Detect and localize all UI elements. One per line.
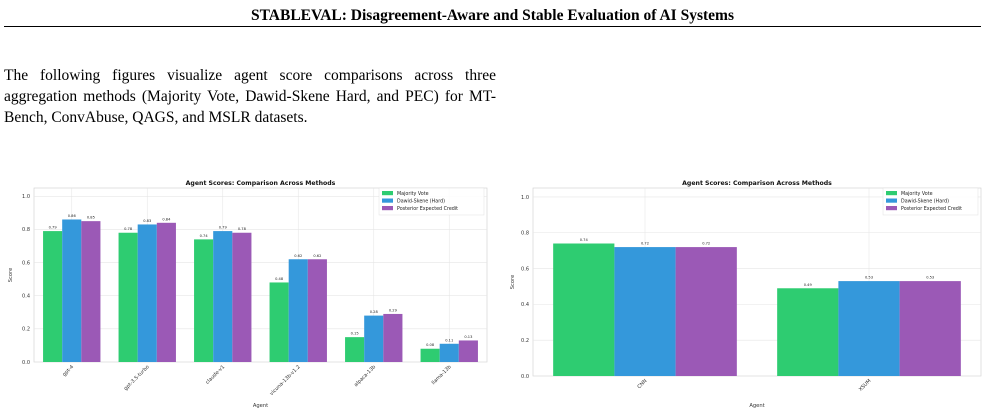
bar-pec <box>232 232 252 362</box>
legend-label: Posterior Expected Credit <box>901 206 962 212</box>
bar-value-label: 0.72 <box>641 242 649 246</box>
legend-label: Majority Vote <box>397 191 429 197</box>
plot-area <box>33 187 488 363</box>
legend-label: Dawid-Skene (Hard) <box>397 198 445 204</box>
bar-pec <box>675 247 737 376</box>
bar-value-label: 0.78 <box>124 227 133 231</box>
bar-pec <box>899 281 961 376</box>
bar-pec <box>156 222 176 362</box>
bar-value-label: 0.13 <box>464 335 472 339</box>
y-tick-label: 1.0 <box>521 195 529 201</box>
legend-swatch <box>886 191 897 196</box>
bar-majority-vote <box>420 348 440 362</box>
legend-swatch <box>886 198 897 203</box>
bar-value-label: 0.53 <box>865 276 873 280</box>
bar-dawid-skene <box>137 224 157 362</box>
y-tick-label: 0.2 <box>521 338 529 344</box>
y-tick-label: 1.0 <box>22 194 30 200</box>
bar-value-label: 0.79 <box>49 226 58 230</box>
bar-majority-vote <box>345 337 365 362</box>
y-tick-label: 0.4 <box>521 302 529 308</box>
bar-pec <box>81 221 101 362</box>
bar-majority-vote <box>43 231 63 362</box>
bar-majority-vote <box>777 288 839 376</box>
bar-value-label: 0.08 <box>426 343 435 347</box>
page-header: STABLEVAL: Disagreement-Aware and Stable… <box>0 0 985 30</box>
bar-dawid-skene <box>838 281 900 376</box>
bar-dawid-skene <box>364 315 384 362</box>
x-axis-label: Agent <box>253 403 268 409</box>
y-tick-label: 0.0 <box>22 360 30 366</box>
y-tick-label: 0.0 <box>521 374 529 380</box>
chart-right: 0.0 0.2 0.4 0.6 0.8 1.0 CNN XSUM 0.74 0.49 0.72 0.5… <box>510 180 982 409</box>
bar-value-label: 0.62 <box>294 254 302 258</box>
x-axis-label: Agent <box>749 403 764 409</box>
x-tick-label: gpt-4 <box>62 364 76 378</box>
y-tick-label: 0.6 <box>22 260 30 266</box>
y-tick-label: 0.8 <box>22 227 30 233</box>
bar-dawid-skene <box>62 219 82 362</box>
x-tick-label: gpt-3.5-turbo <box>123 364 151 392</box>
figure-left: 0.0 0.2 0.4 0.6 0.8 1.0 gpt-4 gpt-3.5-turbo clau… <box>0 174 490 412</box>
legend-label: Dawid-Skene (Hard) <box>901 198 949 204</box>
bar-value-label: 0.48 <box>275 277 284 281</box>
bar-value-label: 0.15 <box>351 332 359 336</box>
bar-pec <box>383 313 403 362</box>
x-tick-label: alpaca-13b <box>353 364 377 388</box>
x-tick-label: llama-13b <box>431 364 453 386</box>
bar-value-label: 0.72 <box>702 242 710 246</box>
legend-swatch <box>886 206 897 211</box>
x-tick-label: CNN <box>636 378 648 390</box>
bar-dawid-skene <box>288 259 308 362</box>
bar-dawid-skene <box>439 343 459 362</box>
legend-box <box>378 187 485 216</box>
intro-paragraph: The following figures visualize agent sc… <box>4 67 496 126</box>
bar-pec <box>458 340 478 362</box>
bar-value-label: 0.62 <box>313 254 321 258</box>
legend-swatch <box>382 206 393 211</box>
chart-title: Agent Scores: Comparison Across Methods <box>186 180 336 187</box>
bar-value-label: 0.84 <box>162 217 171 221</box>
chart-left: 0.0 0.2 0.4 0.6 0.8 1.0 gpt-4 gpt-3.5-turbo clau… <box>8 180 488 409</box>
bar-dawid-skene <box>614 247 676 376</box>
y-tick-label: 0.2 <box>22 327 30 333</box>
bar-value-label: 0.29 <box>389 308 398 312</box>
bar-majority-vote <box>553 243 615 376</box>
y-tick-label: 0.8 <box>521 231 529 237</box>
paper-title: STABLEVAL: Disagreement-Aware and Stable… <box>251 7 734 24</box>
bar-value-label: 0.74 <box>200 234 209 238</box>
chart-title: Agent Scores: Comparison Across Methods <box>682 180 832 187</box>
legend-swatch <box>382 191 393 196</box>
bar-value-label: 0.49 <box>804 283 813 287</box>
figure-right: 0.0 0.2 0.4 0.6 0.8 1.0 CNN XSUM 0.74 0.49 0.72 0.5… <box>502 174 985 412</box>
y-tick-label: 0.4 <box>22 294 30 300</box>
y-axis-label: Score <box>8 268 14 283</box>
x-tick-label: XSUM <box>858 378 873 393</box>
bar-value-label: 0.78 <box>238 227 247 231</box>
y-axis-label: Score <box>510 275 516 290</box>
bar-value-label: 0.74 <box>580 238 589 242</box>
legend-swatch <box>382 198 393 203</box>
legend-label: Majority Vote <box>901 191 933 197</box>
bar-value-label: 0.85 <box>87 216 95 220</box>
bar-value-label: 0.86 <box>68 214 77 218</box>
legend-box <box>882 187 979 216</box>
legend-label: Posterior Expected Credit <box>397 206 458 212</box>
bar-majority-vote <box>269 282 289 362</box>
x-tick-label: vicuna-13b-v1.2 <box>269 364 302 397</box>
bar-majority-vote <box>118 232 138 362</box>
bar-value-label: 0.79 <box>219 226 228 230</box>
x-tick-label: claude-v1 <box>205 364 227 386</box>
bar-value-label: 0.11 <box>445 338 453 342</box>
bar-dawid-skene <box>213 231 233 362</box>
y-tick-label: 0.6 <box>521 266 529 272</box>
bar-value-label: 0.28 <box>370 310 379 314</box>
bar-majority-vote <box>194 239 214 362</box>
bar-value-label: 0.83 <box>143 219 151 223</box>
bar-pec <box>307 259 327 362</box>
header-rule <box>4 26 981 27</box>
bar-value-label: 0.53 <box>926 276 934 280</box>
